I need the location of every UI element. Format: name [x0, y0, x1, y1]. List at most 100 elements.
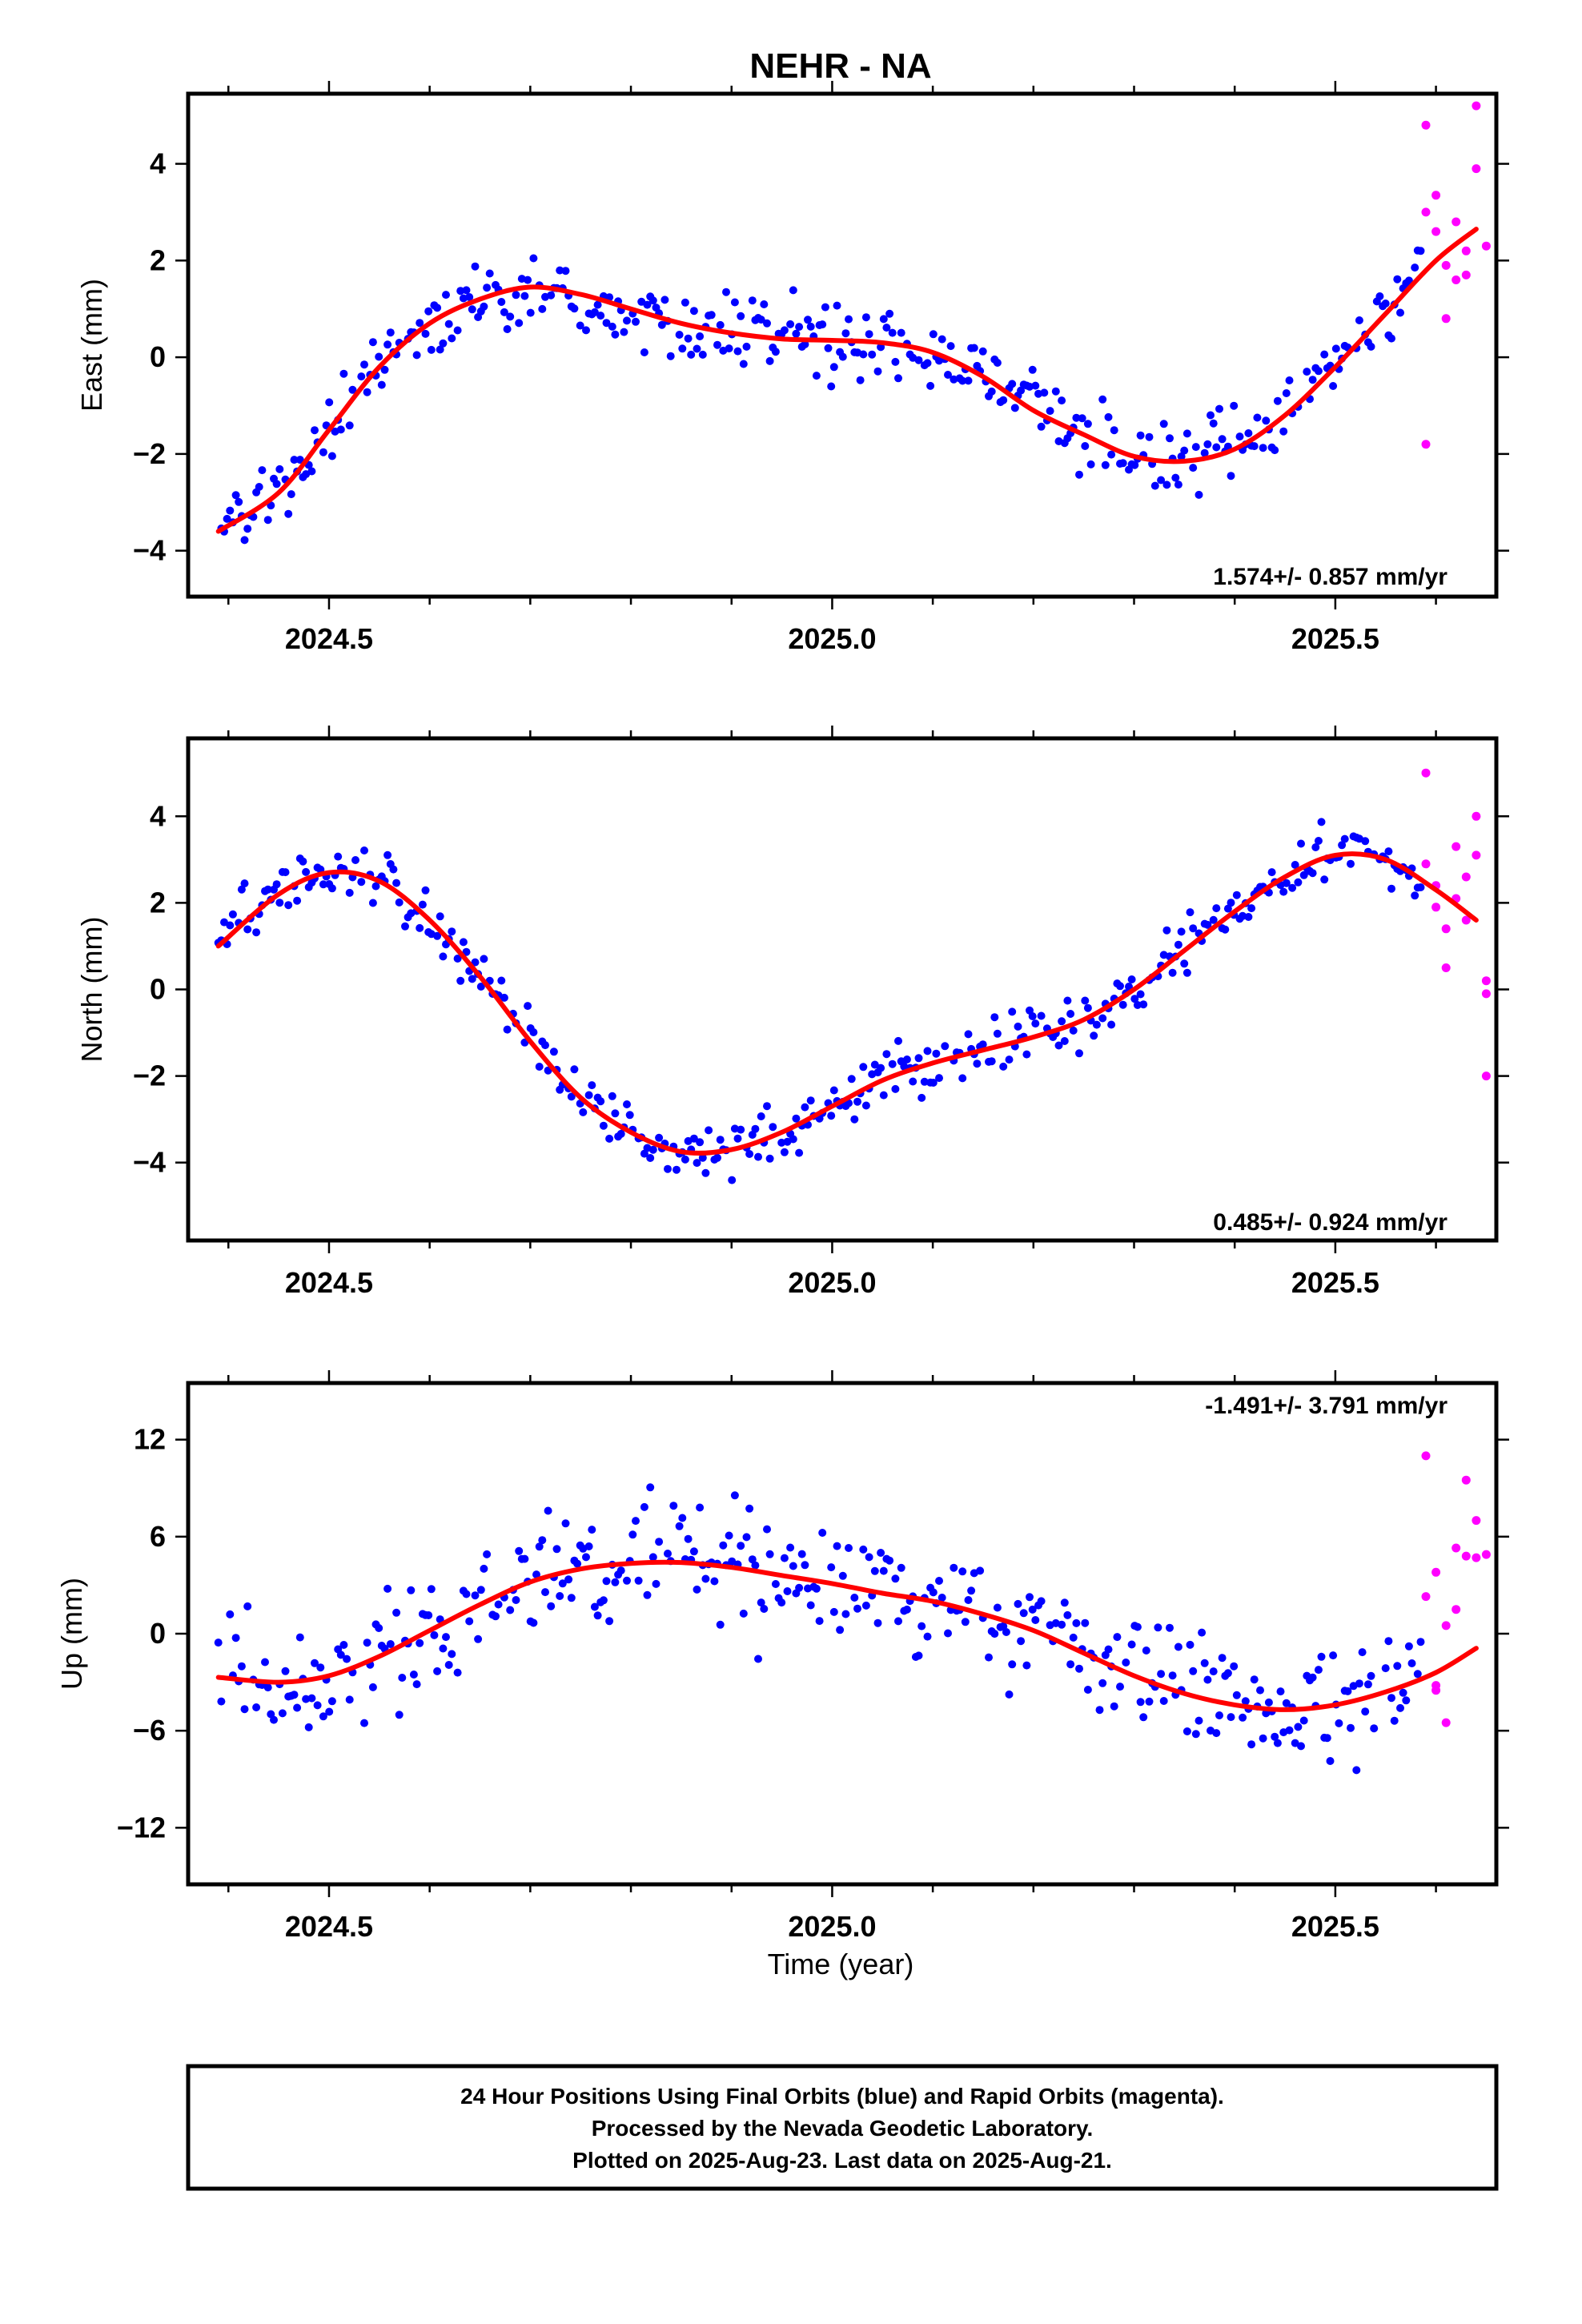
final-orbit-point [1317, 1652, 1326, 1661]
final-orbit-point [1125, 983, 1133, 991]
final-orbit-point [360, 360, 368, 369]
y-tick-label: −2 [133, 1059, 166, 1092]
final-orbit-point [902, 1605, 911, 1614]
final-orbit-point [1078, 414, 1086, 423]
final-orbit-point [696, 1138, 705, 1147]
final-orbit-point [1203, 920, 1212, 929]
final-orbit-point [1413, 1670, 1422, 1679]
final-orbit-point [1241, 1697, 1250, 1706]
final-orbit-point [453, 955, 462, 963]
final-orbit-point [448, 334, 456, 343]
final-orbit-point [1244, 913, 1253, 921]
final-orbit-point [462, 1590, 471, 1598]
final-orbit-point [237, 1662, 246, 1671]
final-orbit-point [771, 348, 780, 356]
final-orbit-point [859, 1545, 868, 1554]
final-orbit-point [751, 1561, 760, 1570]
final-orbit-point [1017, 386, 1026, 395]
final-orbit-point [1174, 1642, 1182, 1651]
rapid-orbit-point [1452, 842, 1461, 851]
final-orbit-point [944, 371, 952, 379]
final-orbit-point [1081, 996, 1090, 1005]
final-orbit-point [272, 480, 281, 489]
final-orbit-point [1162, 926, 1171, 935]
final-orbit-point [392, 1608, 401, 1617]
final-orbit-point [1174, 480, 1182, 489]
final-orbit-point [1230, 401, 1239, 410]
figure-title: NEHR - NA [749, 46, 931, 86]
final-orbit-point [515, 319, 524, 328]
final-orbit-point [608, 1092, 616, 1100]
final-orbit-point [468, 305, 476, 314]
rapid-orbit-point [1421, 1592, 1431, 1602]
final-orbit-point [1203, 440, 1212, 448]
final-orbit-point [468, 975, 476, 983]
final-orbit-point [1107, 1020, 1116, 1029]
final-orbit-point [529, 1028, 538, 1036]
rapid-orbit-point [1421, 1451, 1431, 1461]
final-orbit-point [573, 1559, 582, 1568]
final-orbit-point [275, 899, 284, 907]
final-orbit-point [371, 882, 380, 891]
final-orbit-point [710, 1577, 719, 1586]
final-orbit-point [240, 1705, 249, 1714]
final-orbit-point [599, 1121, 608, 1130]
final-orbit-point [1130, 995, 1139, 1003]
rapid-orbit-point [1421, 207, 1431, 217]
final-orbit-point [1075, 1049, 1083, 1058]
final-orbit-point [1186, 908, 1195, 917]
final-orbit-point [1069, 1026, 1078, 1035]
final-orbit-point [1157, 1670, 1166, 1679]
final-orbit-point [287, 490, 295, 499]
final-orbit-point [792, 329, 801, 338]
final-orbit-point [999, 1062, 1008, 1071]
final-orbit-point [1200, 448, 1209, 457]
final-orbit-point [1019, 1609, 1028, 1618]
final-orbit-point [789, 1562, 797, 1570]
final-orbit-point [701, 1574, 710, 1583]
east-model-curve [215, 227, 1479, 534]
rapid-orbit-point [1441, 314, 1451, 324]
final-orbit-point [416, 319, 424, 328]
final-orbit-point [1223, 1669, 1232, 1678]
final-orbit-point [307, 1694, 316, 1703]
final-orbit-point [763, 1525, 771, 1534]
final-orbit-point [383, 340, 392, 349]
final-orbit-point [1098, 1679, 1107, 1687]
final-orbit-point [914, 1054, 923, 1063]
final-orbit-point [1031, 381, 1040, 390]
final-orbit-point [701, 1168, 710, 1177]
final-orbit-point [1212, 1729, 1221, 1738]
final-orbit-point [1177, 927, 1186, 936]
rapid-orbit-point [1481, 1550, 1491, 1559]
final-orbit-point [258, 466, 267, 475]
final-orbit-point [757, 1112, 765, 1120]
final-orbit-point [1416, 883, 1425, 891]
final-orbit-point [1355, 316, 1363, 324]
final-orbit-point [556, 266, 564, 275]
final-orbit-point [1329, 382, 1338, 390]
final-orbit-point [944, 1629, 952, 1638]
final-orbit-point [1361, 837, 1370, 846]
final-orbit-point [716, 320, 725, 329]
final-orbit-point [483, 283, 492, 292]
east-panel: 2024.5 2025.0 2025.5 −4 −2 0 2 4 East (mm) 1.574+… [75, 81, 1509, 655]
final-orbit-point [284, 509, 293, 518]
final-orbit-point [567, 1594, 576, 1602]
final-orbit-point [1384, 847, 1393, 856]
final-orbit-point [1008, 1660, 1017, 1669]
final-orbit-point [270, 1715, 278, 1724]
final-orbit-point [643, 1590, 652, 1599]
final-orbit-point [1297, 1742, 1305, 1751]
final-orbit-point [570, 304, 579, 313]
final-orbit-point [853, 1097, 861, 1106]
final-orbit-point [433, 304, 442, 312]
final-orbit-point [964, 376, 973, 385]
final-orbit-point [1116, 982, 1124, 991]
rate-label: 0.485+/- 0.924 mm/yr [1213, 1209, 1447, 1236]
final-orbit-point [938, 1594, 946, 1602]
final-orbit-point [1186, 1640, 1195, 1649]
final-orbit-point [1104, 1645, 1113, 1654]
final-orbit-point [873, 367, 882, 376]
final-orbit-point [1150, 481, 1159, 490]
